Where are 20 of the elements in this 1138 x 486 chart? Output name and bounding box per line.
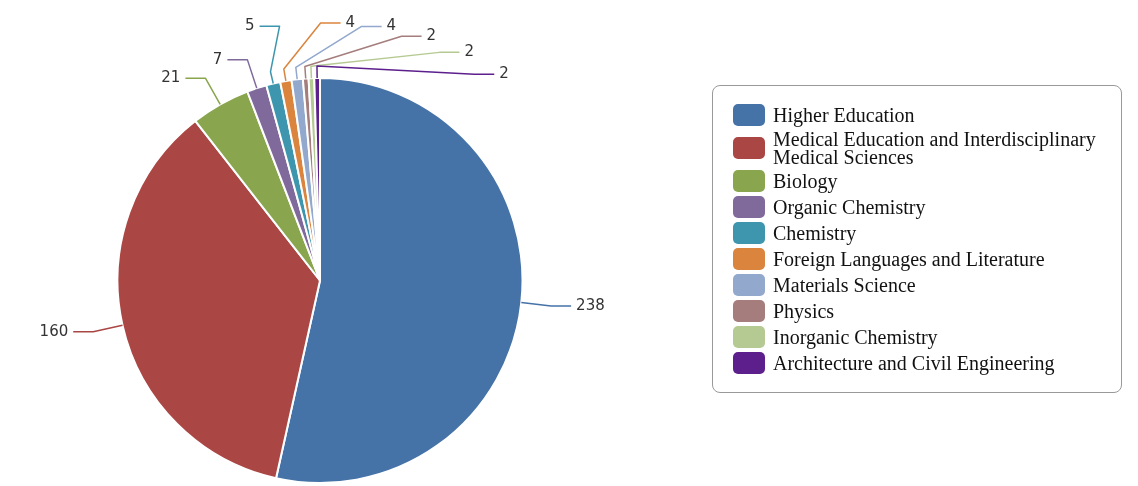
legend-label: Architecture and Civil Engineering: [773, 352, 1055, 374]
data-label: 4: [386, 16, 397, 35]
data-label: 238: [576, 295, 605, 314]
legend-label: Chemistry: [773, 222, 857, 244]
data-label: 7: [212, 49, 223, 68]
data-label: 2: [464, 42, 474, 61]
legend-label: Materials Science: [773, 274, 916, 296]
legend-label: Physics: [773, 300, 835, 322]
legend-label: Medical Education and Interdisciplinary Medical Sciences: [773, 128, 1097, 168]
legend-label: Foreign Languages and Literature: [773, 248, 1045, 270]
data-label: 5: [245, 16, 255, 35]
legend-label: Higher Education: [773, 104, 915, 126]
data-label: 2: [499, 64, 509, 83]
legend-label: Organic Chemistry: [773, 196, 926, 218]
data-label: 4: [345, 12, 356, 31]
legend-label: Biology: [773, 170, 838, 192]
data-label: 2: [426, 26, 437, 45]
legend-label: Inorganic Chemistry: [773, 326, 938, 348]
data-label: 160: [39, 321, 69, 340]
data-label: 21: [161, 68, 181, 87]
